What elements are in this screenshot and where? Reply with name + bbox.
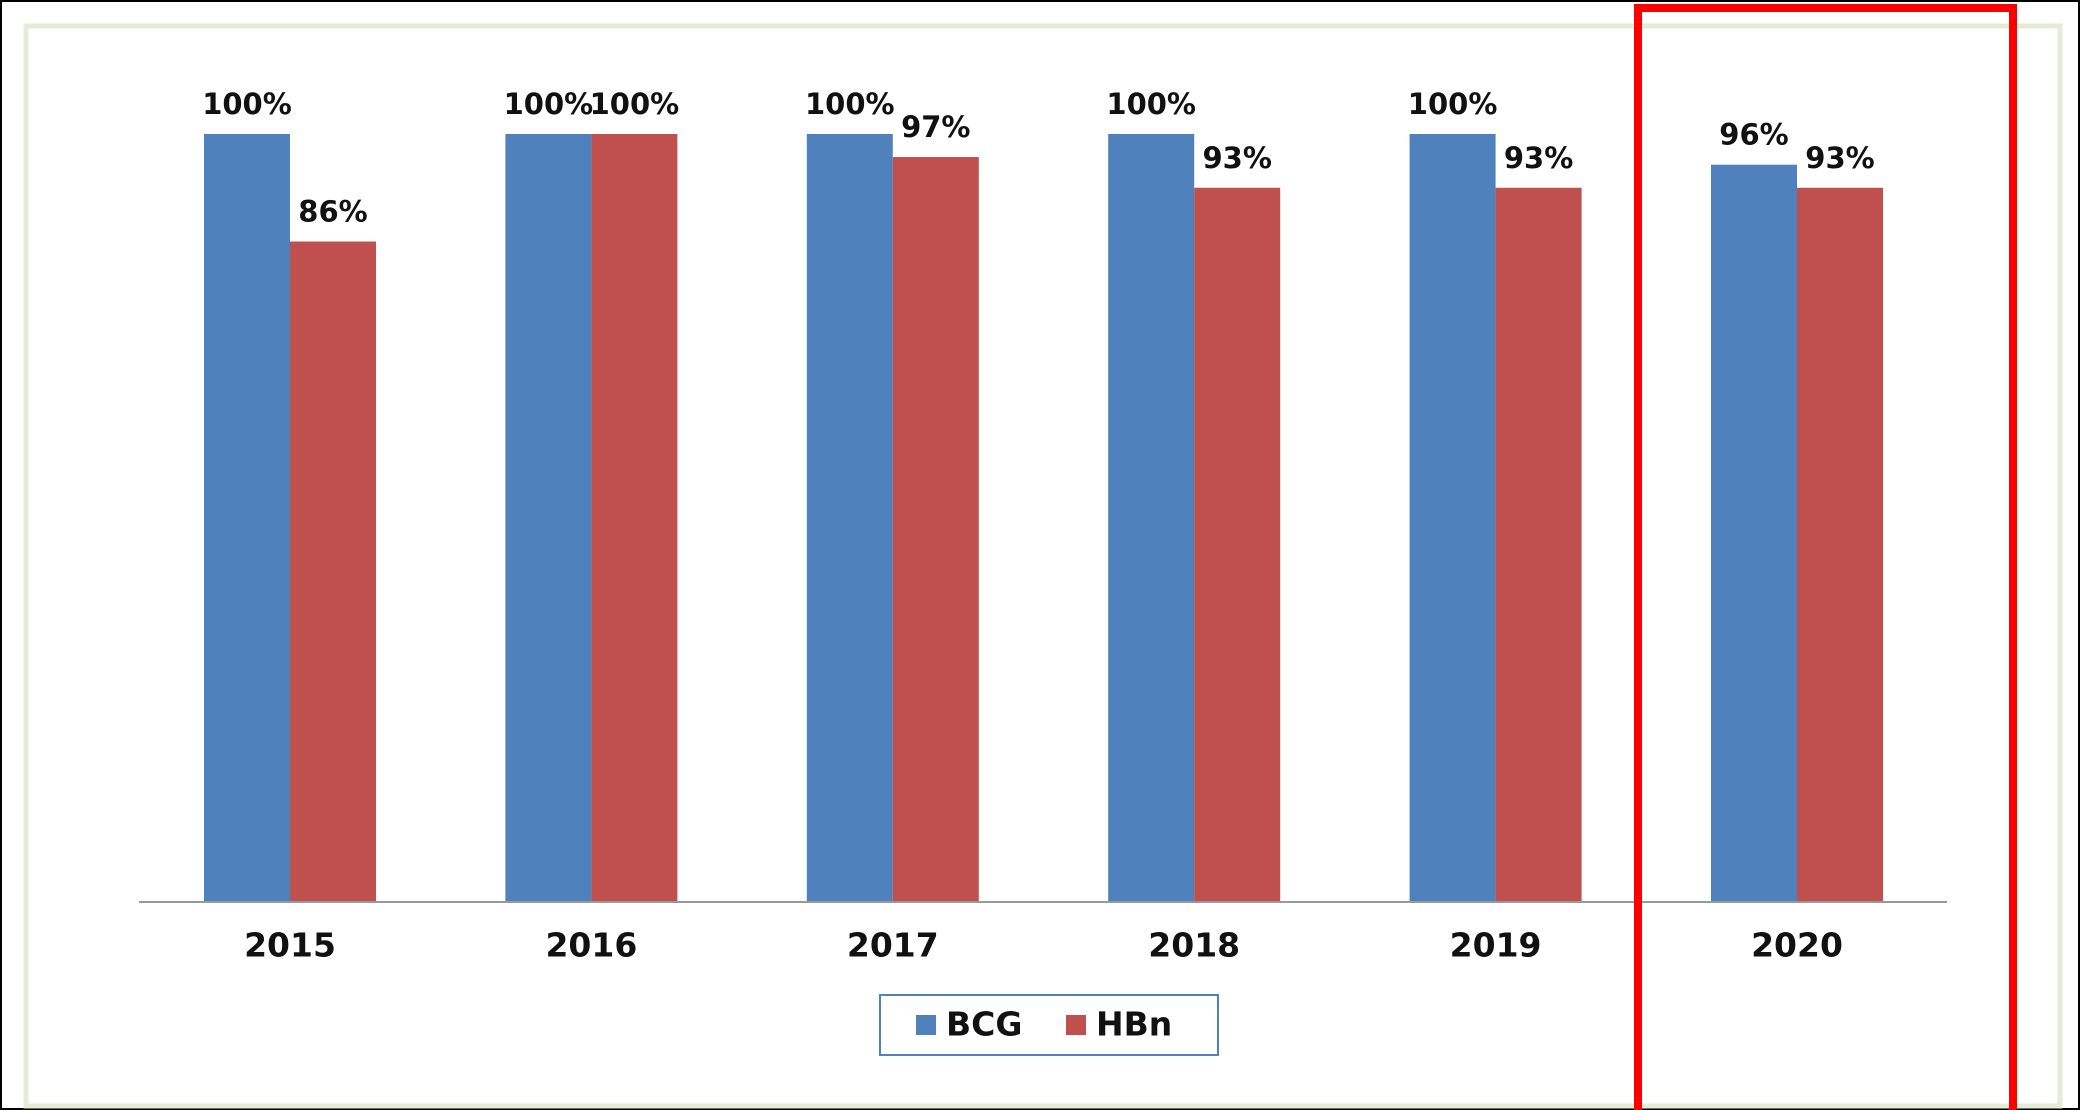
data-label: 100% <box>202 87 292 121</box>
inner-frame <box>23 23 2063 1109</box>
bar <box>1495 187 1582 902</box>
highlight-box <box>1634 4 2017 1110</box>
bar <box>1711 164 1797 903</box>
data-label: 100% <box>1408 87 1498 121</box>
legend-box <box>879 994 1219 1056</box>
bar <box>204 134 290 902</box>
data-label: 100% <box>590 87 680 121</box>
data-label: 96% <box>1719 118 1788 152</box>
data-label: 100% <box>504 87 594 121</box>
x-tick-label: 2018 <box>1148 926 1240 965</box>
bar <box>1797 187 1883 902</box>
x-tick-label: 2016 <box>545 926 637 965</box>
bar <box>1194 187 1281 902</box>
legend-label: BCG <box>946 1005 1022 1044</box>
bar <box>591 134 678 902</box>
data-label: 93% <box>1504 141 1573 175</box>
x-tick-label: 2015 <box>244 926 336 965</box>
bar <box>806 134 893 902</box>
data-label: 97% <box>901 110 970 144</box>
data-label: 100% <box>805 87 895 121</box>
data-label: 93% <box>1202 141 1271 175</box>
data-label: 86% <box>298 195 367 229</box>
x-tick-label: 2020 <box>1751 926 1843 965</box>
legend-swatch <box>1066 1015 1086 1035</box>
bar <box>290 241 376 902</box>
legend-swatch <box>916 1015 936 1035</box>
x-tick-label: 2017 <box>847 926 939 965</box>
bar <box>1409 134 1496 902</box>
bar <box>1108 134 1195 902</box>
legend-label: HBn <box>1096 1005 1172 1044</box>
data-label: 93% <box>1805 141 1874 175</box>
x-tick-label: 2019 <box>1450 926 1542 965</box>
data-label: 100% <box>1106 87 1196 121</box>
bar <box>505 134 592 902</box>
bar <box>892 157 979 903</box>
